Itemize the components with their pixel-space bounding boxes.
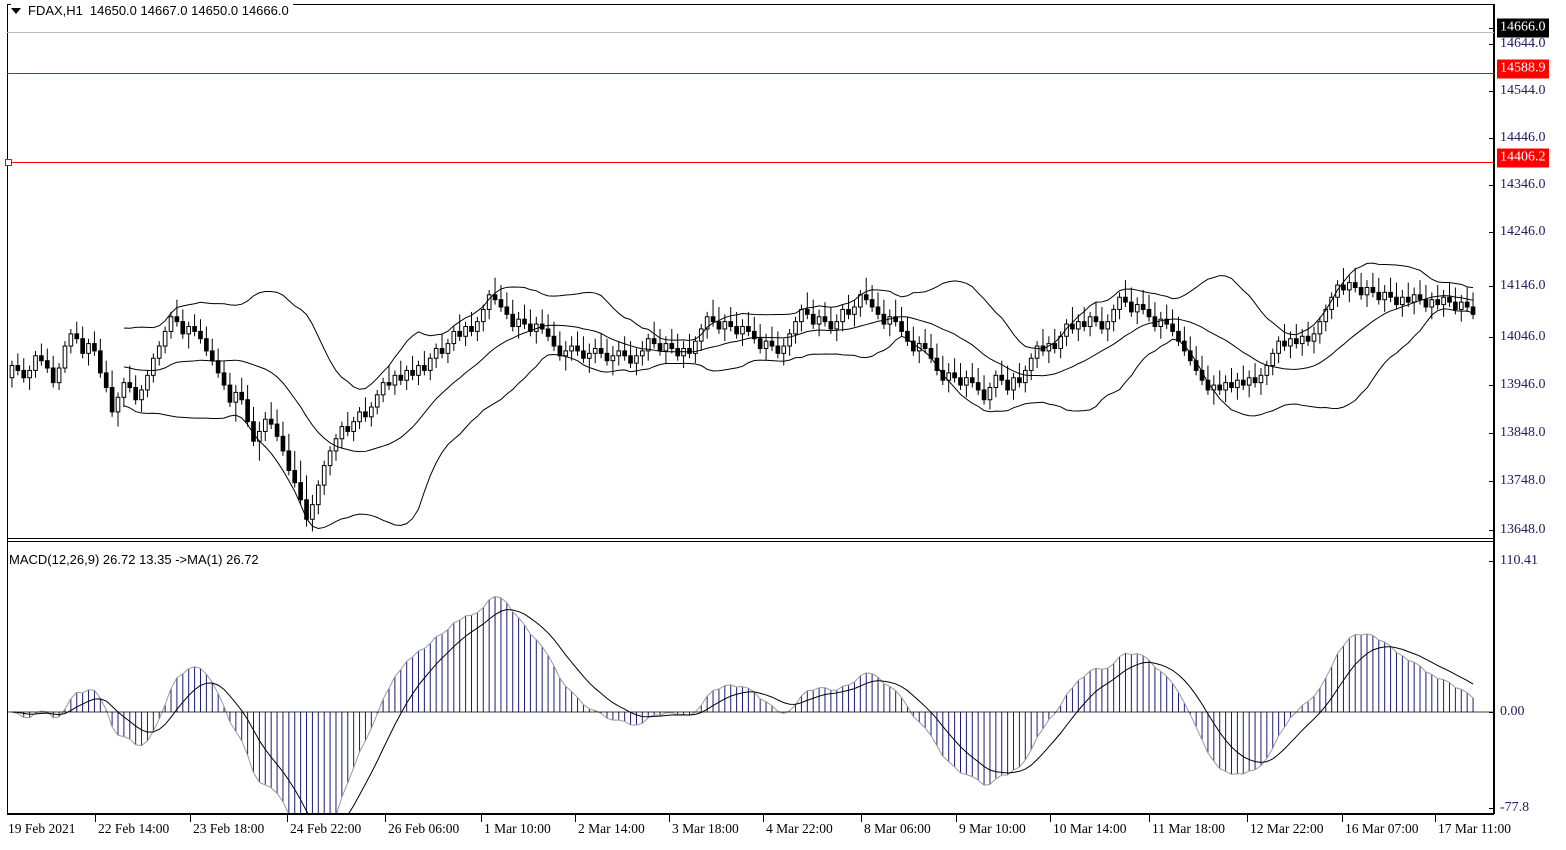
time-axis-divider (7, 814, 1494, 815)
time-axis-label: 4 Mar 22:00 (766, 821, 833, 836)
macd-tick (1489, 561, 1494, 562)
price-tick (1489, 530, 1494, 531)
time-tick (1050, 815, 1051, 822)
price-pane[interactable] (8, 5, 1493, 532)
time-axis-label: 26 Feb 06:00 (388, 821, 460, 836)
current-price-line (7, 32, 1494, 33)
time-axis-label: 3 Mar 18:00 (672, 821, 739, 836)
time-axis-label: 16 Mar 07:00 (1345, 821, 1419, 836)
time-axis-label: 19 Feb 2021 (8, 821, 76, 836)
time-tick (861, 815, 862, 822)
price-tick (1489, 481, 1494, 482)
price-scale[interactable]: 14644.0 14544.0 14446.0 14346.0 14246.0 14146… (1489, 0, 1566, 815)
price-axis-label: 13748.0 (1500, 473, 1546, 488)
time-tick (1435, 815, 1436, 822)
time-axis-label: 1 Mar 10:00 (484, 821, 551, 836)
price-level-line[interactable] (7, 73, 1494, 74)
price-tick (1489, 385, 1494, 386)
price-axis-label: 14446.0 (1500, 130, 1546, 145)
price-axis-label: 14046.0 (1500, 329, 1546, 344)
price-axis-line (1494, 4, 1495, 814)
time-tick (1149, 815, 1150, 822)
price-tick (1489, 232, 1494, 233)
price-level-handle[interactable] (5, 159, 12, 166)
macd-tick (1489, 712, 1494, 713)
time-axis-label: 22 Feb 14:00 (98, 821, 170, 836)
price-level-line[interactable] (7, 162, 1494, 163)
price-tick (1489, 28, 1494, 29)
time-tick (287, 815, 288, 822)
time-tick (1342, 815, 1343, 822)
macd-tick (1489, 808, 1494, 809)
macd-axis-label: -77.8 (1500, 800, 1530, 815)
current-price-tag: 14666.0 (1497, 18, 1549, 38)
price-plot (9, 262, 1476, 532)
time-axis-label: 23 Feb 18:00 (193, 821, 265, 836)
price-axis-label: 14246.0 (1500, 224, 1546, 239)
time-axis-label: 10 Mar 14:00 (1053, 821, 1127, 836)
price-axis-label: 14146.0 (1500, 278, 1546, 293)
time-axis-label: 8 Mar 06:00 (864, 821, 931, 836)
macd-pane[interactable] (8, 549, 1493, 813)
time-axis-label: 24 Feb 22:00 (290, 821, 362, 836)
time-axis-label: 12 Mar 22:00 (1250, 821, 1324, 836)
pane-divider-top (7, 538, 1494, 539)
time-axis-label: 11 Mar 18:00 (1152, 821, 1225, 836)
time-tick (669, 815, 670, 822)
time-tick (481, 815, 482, 822)
time-tick (1247, 815, 1248, 822)
price-axis-label: 14346.0 (1500, 177, 1546, 192)
symbol-label: FDAX,H1 (28, 2, 83, 18)
ohlc-values: 14650.0 14667.0 14650.0 14666.0 (89, 2, 289, 18)
macd-axis-label: 110.41 (1500, 553, 1538, 568)
price-tick (1489, 433, 1494, 434)
price-tick (1489, 44, 1494, 45)
time-axis-label: 2 Mar 14:00 (578, 821, 645, 836)
time-scale[interactable]: 19 Feb 2021 22 Feb 14:00 23 Feb 18:00 24 Fe… (0, 815, 1566, 850)
macd-axis-label: 0.00 (1500, 704, 1525, 719)
symbol-header[interactable]: FDAX,H1 14650.0 14667.0 14650.0 14666.0 (11, 2, 293, 18)
time-tick (763, 815, 764, 822)
chevron-down-icon[interactable] (11, 8, 21, 14)
price-level-tag[interactable]: 14406.2 (1497, 148, 1549, 168)
time-tick (385, 815, 386, 822)
price-level-tag[interactable]: 14588.9 (1497, 59, 1549, 79)
time-tick (575, 815, 576, 822)
price-axis-label: 14644.0 (1500, 36, 1546, 51)
price-axis-label: 13648.0 (1500, 522, 1546, 537)
price-axis-label: 13946.0 (1500, 377, 1546, 392)
price-tick (1489, 138, 1494, 139)
time-tick (95, 815, 96, 822)
price-tick (1489, 286, 1494, 287)
macd-indicator-label[interactable]: MACD(12,26,9) 26.72 13.35 ->MA(1) 26.72 (9, 552, 263, 568)
time-axis-label: 17 Mar 11:00 (1438, 821, 1511, 836)
price-axis-label: 13848.0 (1500, 425, 1546, 440)
price-tick (1489, 337, 1494, 338)
price-tick (1489, 91, 1494, 92)
time-tick (190, 815, 191, 822)
pane-divider-bottom (7, 541, 1494, 542)
time-axis-label: 9 Mar 10:00 (959, 821, 1026, 836)
price-axis-label: 14544.0 (1500, 83, 1546, 98)
time-tick (956, 815, 957, 822)
price-tick (1489, 185, 1494, 186)
macd-plot (8, 596, 1493, 813)
